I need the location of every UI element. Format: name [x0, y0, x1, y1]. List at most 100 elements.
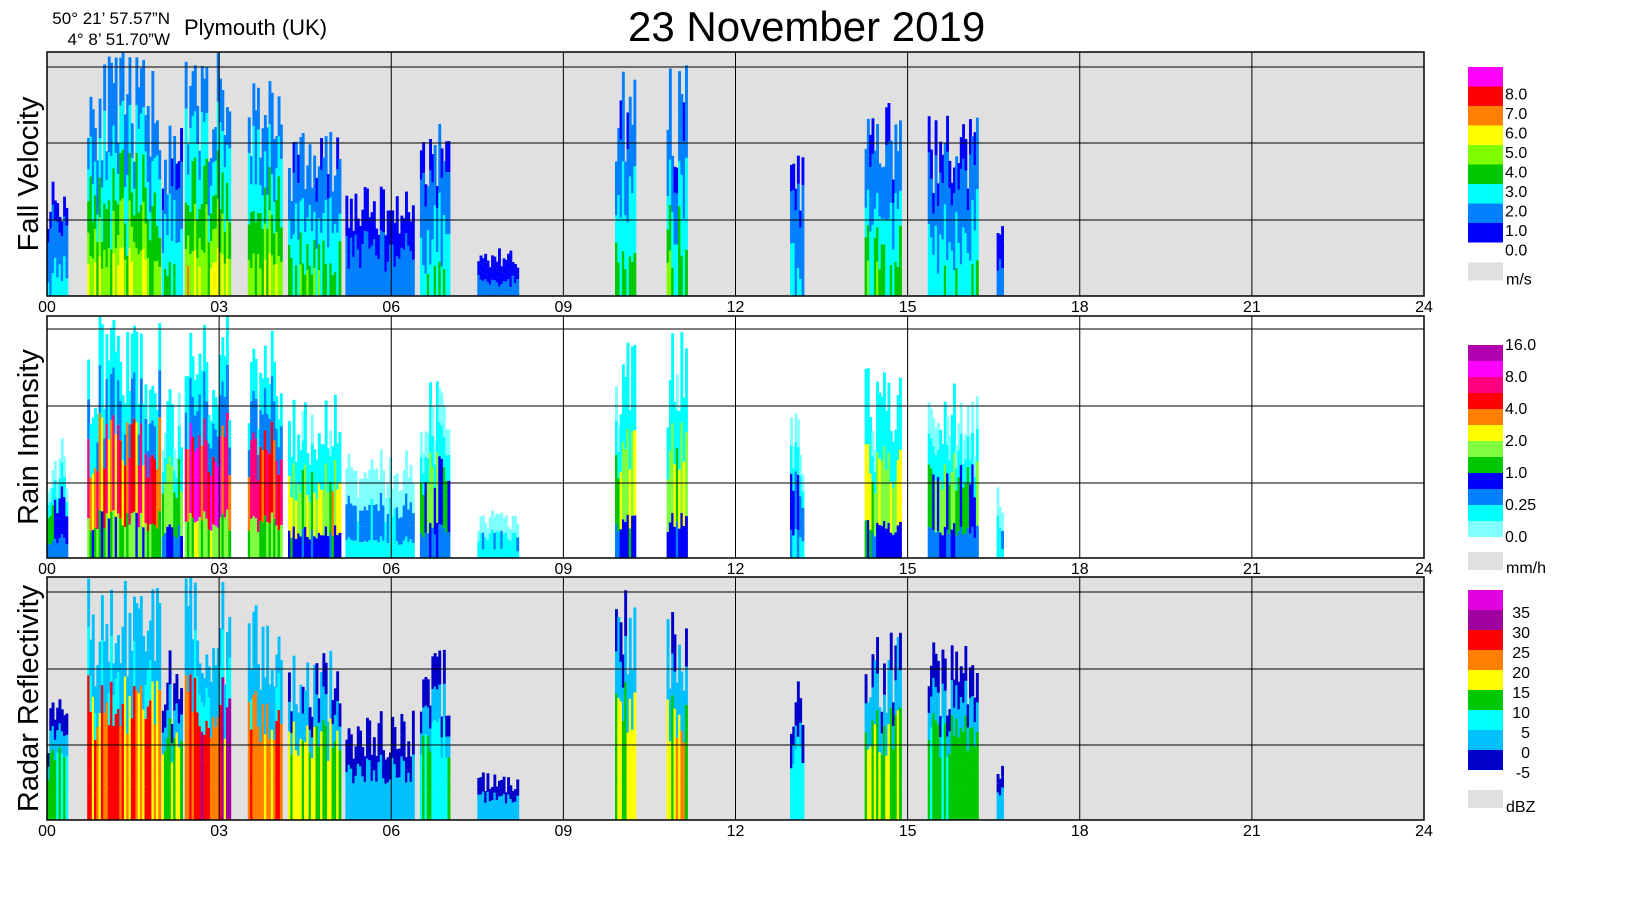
data-cell [177, 161, 181, 189]
data-cell [149, 240, 152, 269]
data-cell [166, 463, 170, 496]
data-cell [486, 792, 490, 802]
data-cell [971, 665, 975, 697]
data-cell [301, 440, 305, 470]
data-cell [400, 215, 404, 232]
data-cell [149, 620, 152, 661]
data-cell [308, 520, 312, 540]
data-cell [389, 752, 392, 766]
data-cell [498, 780, 501, 789]
data-cell [495, 786, 499, 794]
data-cell [626, 761, 630, 791]
data-cell [304, 433, 307, 465]
data-cell [975, 461, 979, 494]
data-cell [675, 447, 679, 485]
data-cell [889, 233, 893, 265]
data-cell [254, 184, 258, 222]
data-cell [151, 589, 155, 636]
data-cell [927, 402, 931, 434]
legend-label: 4.0 [1505, 165, 1527, 182]
data-cell [932, 474, 936, 503]
data-cell [336, 169, 340, 201]
data-cell [479, 785, 483, 795]
data-cell [502, 273, 506, 281]
data-cell [133, 215, 136, 243]
data-cell [94, 686, 97, 713]
data-cell [266, 781, 270, 820]
x-tick-label: 21 [1243, 823, 1261, 840]
data-cell [327, 780, 330, 801]
data-cell [112, 694, 116, 726]
data-cell [866, 406, 870, 445]
data-cell [495, 806, 499, 814]
data-cell [114, 516, 118, 558]
data-cell [896, 673, 900, 711]
data-cell [137, 170, 141, 213]
data-cell [966, 704, 970, 728]
data-cell [964, 201, 968, 234]
data-cell [883, 270, 886, 296]
legend-swatch [1468, 473, 1503, 489]
data-cell [368, 504, 372, 523]
data-cell [189, 625, 193, 675]
data-cell [279, 227, 283, 262]
data-cell [112, 319, 116, 368]
data-cell [250, 184, 253, 213]
data-cell [112, 725, 116, 758]
data-cell [946, 736, 949, 758]
data-cell [876, 381, 879, 417]
data-cell [187, 449, 190, 486]
data-cell [180, 195, 183, 229]
data-cell [927, 116, 931, 153]
data-cell [128, 105, 132, 153]
data-cell [894, 124, 898, 159]
data-cell [200, 790, 204, 820]
data-cell [386, 528, 390, 544]
data-cell [175, 497, 179, 518]
data-cell [324, 232, 328, 264]
data-cell [668, 522, 672, 558]
data-cell [391, 544, 395, 558]
data-cell [151, 386, 155, 421]
data-cell [395, 276, 399, 296]
data-cell [112, 788, 116, 820]
data-cell [628, 498, 632, 529]
data-cell [294, 519, 298, 539]
data-cell [187, 412, 190, 449]
data-cell [327, 514, 330, 537]
data-cell [368, 248, 372, 265]
data-cell [209, 158, 213, 186]
data-cell [47, 518, 50, 532]
data-cell [299, 711, 303, 739]
data-cell [177, 425, 181, 459]
data-cell [447, 757, 451, 779]
data-cell [304, 742, 307, 769]
data-cell [393, 745, 397, 765]
data-cell [930, 438, 933, 469]
data-cell [507, 785, 510, 795]
data-cell [216, 406, 220, 437]
data-cell [257, 254, 260, 296]
data-cell [998, 527, 1002, 538]
data-cell [273, 401, 276, 441]
data-cell [198, 353, 202, 395]
data-cell [615, 420, 618, 455]
data-cell [957, 504, 961, 531]
data-cell [864, 178, 868, 208]
data-cell [516, 530, 520, 538]
data-cell [488, 541, 492, 550]
data-cell [310, 443, 314, 473]
data-cell [436, 416, 439, 452]
data-cell [628, 136, 632, 177]
data-cell [671, 513, 675, 558]
x-tick-label: 00 [38, 561, 56, 578]
data-cell [142, 746, 146, 784]
data-cell [324, 757, 328, 789]
data-cell [419, 532, 423, 558]
data-cell [440, 799, 444, 820]
data-cell [883, 483, 886, 521]
data-cell [509, 785, 513, 793]
data-cell [943, 401, 947, 433]
data-cell [128, 613, 132, 655]
data-cell [950, 500, 954, 530]
